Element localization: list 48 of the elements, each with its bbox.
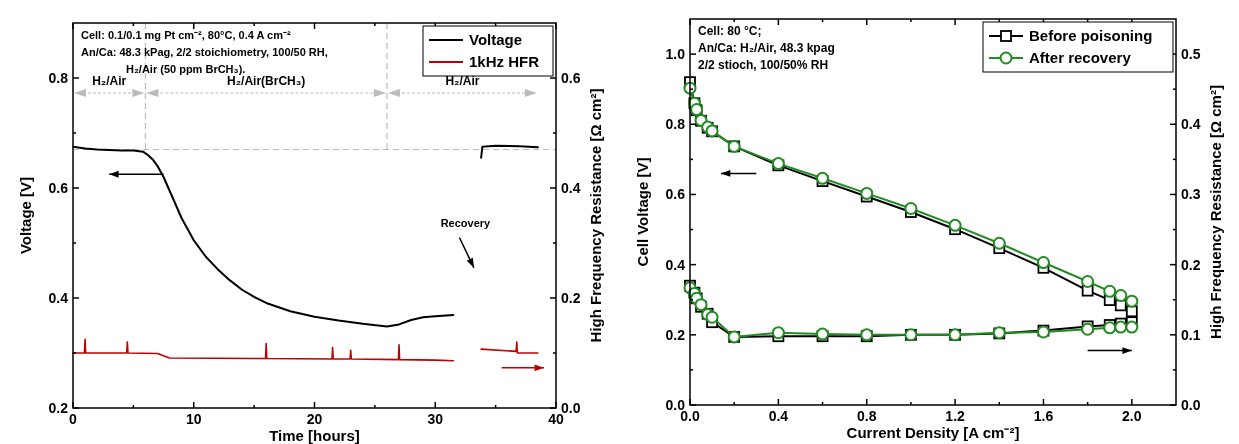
annotation: Cell: 80 °C;	[698, 24, 762, 38]
legend-label: Before poisoning	[1029, 27, 1153, 45]
annotation: Recovery	[440, 216, 492, 229]
x-tick-label: 30	[427, 411, 444, 427]
y-axis-title: Cell Voltage [V]	[634, 157, 651, 267]
x-tick-label: 1.6	[1033, 408, 1054, 424]
y2-tick-label: 0.3	[1181, 186, 1201, 203]
y2-axis-title: High Frequency Resistance [Ω cm²]	[1207, 85, 1224, 339]
y-tick-label: 0.2	[665, 326, 686, 343]
y2-tick-label: 0.5	[1181, 45, 1201, 62]
annotation: H₂/Air	[92, 74, 127, 88]
x-tick-label: 0.8	[856, 408, 877, 424]
y-tick-label: 0.8	[665, 116, 686, 133]
legend-label: After recovery	[1029, 49, 1132, 67]
annotation: H₂/Air (50 ppm BrCH₃).	[126, 63, 246, 75]
y2-tick-label: 0.4	[1181, 116, 1201, 133]
y2-axis-title: High Frequency Resistance [Ω cm²]	[587, 88, 604, 343]
x-axis-title: Current Density [A cm⁻²]	[846, 424, 1020, 441]
y2-tick-label: 0.6	[561, 69, 581, 86]
annotation: H₂/Air(BrCH₃)	[227, 74, 306, 88]
y2-tick-label: 0.2	[561, 289, 581, 306]
legend-label: 1kHz HFR	[469, 53, 540, 71]
y2-tick-label: 0.4	[561, 179, 581, 196]
annotation: An/Ca: 48.3 kPag, 2/2 stoichiometry, 100/50 RH,	[81, 46, 328, 58]
y-axis-title: Voltage [V]	[17, 176, 34, 255]
y-tick-label: 0.6	[48, 179, 69, 196]
y-tick-label: 0.2	[48, 399, 69, 416]
y-tick-label: 0.8	[48, 69, 69, 86]
y2-tick-label: 0.0	[1181, 396, 1201, 413]
y-tick-label: 0.4	[665, 256, 686, 273]
annotation: 2/2 stioch, 100/50% RH	[698, 58, 829, 72]
y-tick-label: 0.4	[48, 289, 69, 306]
x-tick-label: 20	[306, 411, 323, 427]
x-tick-label: 10	[185, 411, 202, 427]
y-tick-label: 0.0	[665, 396, 686, 413]
legend-label: Voltage	[469, 31, 523, 49]
annotation: An/Ca: H₂/Air, 48.3 kpag	[698, 41, 835, 55]
x-tick-label: 0.4	[768, 408, 789, 424]
x-axis-title: Time [hours]	[269, 427, 360, 444]
x-tick-label: 0	[69, 411, 78, 427]
y2-tick-label: 0.2	[1181, 256, 1201, 273]
annotation: Cell: 0.1/0.1 mg Pt cm⁻², 80°C, 0.4 A cm⁻²	[81, 29, 291, 41]
y-tick-label: 0.6	[665, 186, 686, 203]
y2-tick-label: 0.1	[1181, 326, 1201, 343]
y-tick-label: 1.0	[665, 45, 686, 62]
annotation: H₂/Air	[445, 74, 480, 88]
x-tick-label: 2.0	[1122, 408, 1142, 424]
x-tick-label: 1.2	[945, 408, 966, 424]
